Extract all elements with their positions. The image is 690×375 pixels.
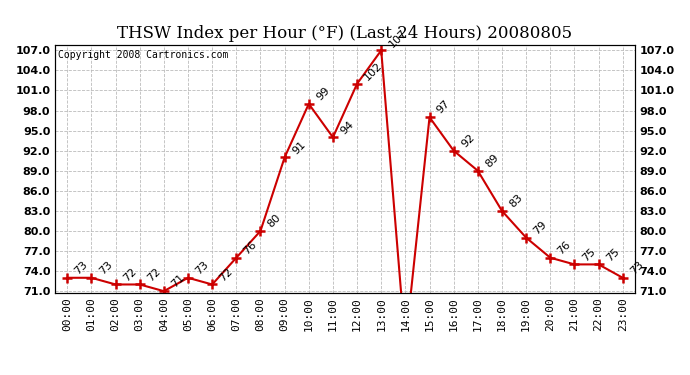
Text: 83: 83 xyxy=(508,192,524,210)
Text: 73: 73 xyxy=(97,260,114,276)
Text: 79: 79 xyxy=(532,219,549,236)
Text: 99: 99 xyxy=(315,86,331,102)
Text: 75: 75 xyxy=(580,246,597,263)
Text: 71: 71 xyxy=(170,273,186,290)
Text: 63: 63 xyxy=(0,374,1,375)
Text: 80: 80 xyxy=(266,213,283,230)
Text: 91: 91 xyxy=(290,139,307,156)
Text: Copyright 2008 Cartronics.com: Copyright 2008 Cartronics.com xyxy=(58,50,228,60)
Text: 94: 94 xyxy=(339,119,355,136)
Text: 102: 102 xyxy=(363,60,384,82)
Text: 72: 72 xyxy=(218,266,235,283)
Title: THSW Index per Hour (°F) (Last 24 Hours) 20080805: THSW Index per Hour (°F) (Last 24 Hours)… xyxy=(117,25,573,42)
Text: 97: 97 xyxy=(435,99,452,116)
Text: 89: 89 xyxy=(484,152,500,170)
Text: 76: 76 xyxy=(242,239,259,256)
Text: 72: 72 xyxy=(146,266,162,283)
Text: 75: 75 xyxy=(604,246,621,263)
Text: 76: 76 xyxy=(556,239,573,256)
Text: 107: 107 xyxy=(387,27,408,49)
Text: 73: 73 xyxy=(194,260,210,276)
Text: 72: 72 xyxy=(121,266,138,283)
Text: 92: 92 xyxy=(460,132,476,149)
Text: 73: 73 xyxy=(629,260,645,276)
Text: 73: 73 xyxy=(73,260,90,276)
